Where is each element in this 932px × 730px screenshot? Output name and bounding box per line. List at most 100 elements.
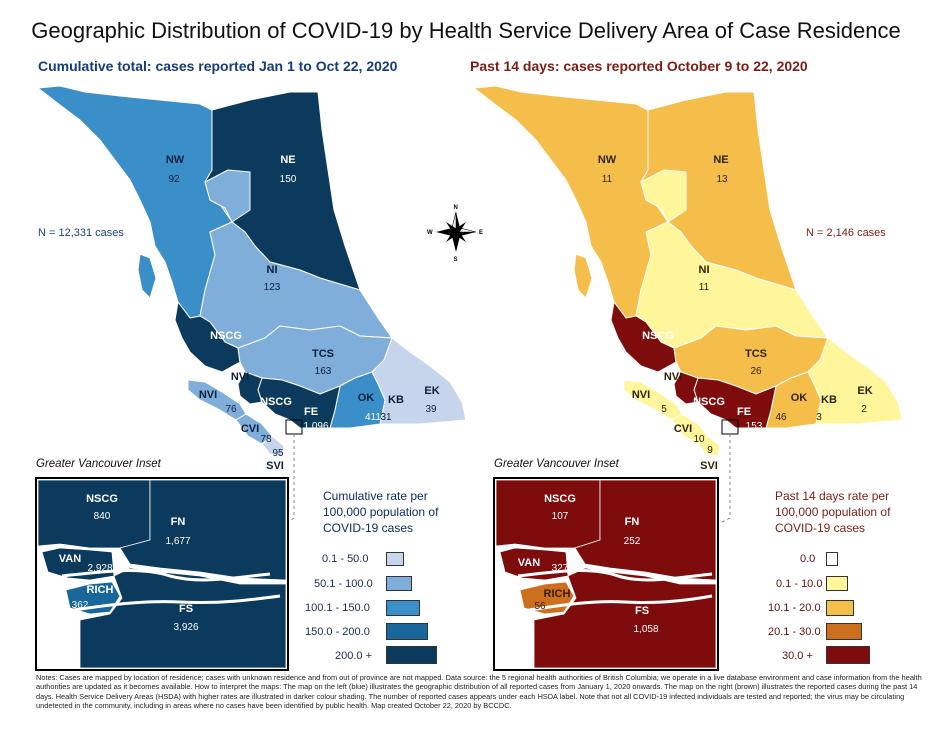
recent-map-subtitle: Past 14 days: cases reported October 9 t… — [470, 58, 808, 74]
region-nscg-south[interactable] — [237, 371, 263, 405]
label-ne-r: NE — [713, 154, 728, 166]
cumulative-legend-title: Cumulative rate per 100,000 population o… — [323, 489, 439, 535]
label-tcs-r: TCS — [745, 348, 767, 360]
recent-legend-title: Past 14 days rate per 100,000 population… — [775, 489, 891, 535]
inset-value-fn-left: 1,677 — [165, 536, 190, 547]
region-nscg-south-r[interactable] — [673, 371, 699, 405]
inset-right-nscg[interactable] — [495, 479, 601, 549]
legend-label: 0.1 - 50.0 — [322, 553, 369, 565]
inset-leader-right — [721, 434, 731, 523]
label-kb-r: KB — [821, 394, 837, 406]
label-nw: NW — [166, 154, 185, 166]
region-ni-north-r[interactable] — [640, 169, 687, 223]
label-nscg-r: NSCG — [642, 330, 674, 342]
label-tcs: TCS — [312, 348, 334, 360]
inset-label-van-right: VAN — [518, 557, 540, 569]
label-nvi-main: NVI — [231, 371, 249, 383]
inset-value-van-left: 2,928 — [87, 563, 112, 574]
inset-right-fn[interactable] — [574, 479, 717, 581]
label-ok-r: OK — [791, 392, 808, 404]
value-ne-r: 13 — [716, 174, 728, 185]
legend-label: 10.1 - 20.0 — [768, 602, 821, 614]
value-nw: 92 — [168, 174, 180, 185]
legend-label: 0.1 - 10.0 — [776, 578, 823, 590]
cumulative-inset-map — [35, 477, 289, 671]
value-kb-r: 3 — [816, 412, 822, 423]
legend-swatch — [826, 576, 848, 591]
inset-label-fn-right: FN — [625, 516, 640, 528]
inset-value-fs-right: 1,058 — [633, 624, 658, 635]
label-nw-r: NW — [598, 154, 617, 166]
recent-inset-map — [493, 477, 719, 671]
legend-label: 20.1 - 30.0 — [768, 626, 821, 638]
region-nw[interactable] — [37, 85, 233, 319]
label-cvi-r: CVI — [674, 423, 692, 435]
label-nvi: NVI — [199, 389, 217, 401]
label-ok: OK — [358, 392, 375, 404]
label-nvi-r: NVI — [632, 389, 650, 401]
value-ok-r: 46 — [775, 412, 787, 423]
value-nvi-r: 5 — [661, 404, 667, 415]
legend-label: 100.1 - 150.0 — [305, 602, 370, 614]
inset-label-rich-right: RICH — [544, 588, 571, 600]
label-cvi: CVI — [241, 423, 259, 435]
legend-swatch — [386, 600, 420, 616]
label-fe: FE — [304, 406, 318, 418]
legend-label: 0.0 — [800, 553, 816, 565]
inset-value-nscg-left: 840 — [94, 511, 111, 522]
inset-left-river-2 — [59, 594, 281, 614]
legend-swatch — [386, 576, 412, 591]
label-nscg: NSCG — [210, 330, 242, 342]
label-ni: NI — [267, 264, 278, 276]
label-fe-r: FE — [737, 406, 751, 418]
value-ek: 39 — [425, 404, 437, 415]
haida-gwaii-right[interactable] — [573, 253, 593, 299]
cumulative-inset-labels: NSCG 840 FN 1,677 VAN 2,928 RICH 362 FS … — [59, 493, 199, 633]
label-nvi-main-r: NVI — [664, 371, 682, 383]
inset-left-river — [61, 569, 271, 582]
recent-case-total: N = 2,146 cases — [806, 227, 886, 239]
cumulative-map-labels: NW 92 NE 150 NI 123 NSCG TCS 163 NVI NVI… — [166, 154, 440, 472]
region-nw-r[interactable] — [473, 85, 669, 319]
inset-value-rich-left: 362 — [72, 600, 89, 611]
value-svi-r: 9 — [707, 445, 713, 456]
value-ni-r: 11 — [699, 282, 710, 293]
region-ni-north[interactable] — [204, 169, 251, 223]
value-ne: 150 — [280, 174, 297, 185]
page-title: Geographic Distribution of COVID-19 by H… — [31, 18, 901, 43]
compass-e: E — [479, 230, 483, 236]
inset-value-fs-left: 3,926 — [173, 622, 198, 633]
label-ek-r: EK — [857, 385, 872, 397]
inset-value-nscg-right: 107 — [552, 511, 569, 522]
legend-swatch — [826, 552, 838, 566]
recent-map — [473, 85, 903, 457]
footnote: Notes: Cases are mapped by location of r… — [36, 673, 922, 711]
value-nvi: 76 — [225, 404, 237, 415]
region-svi[interactable] — [261, 435, 285, 457]
value-cvi: 78 — [260, 434, 272, 445]
haida-gwaii-left[interactable] — [137, 253, 157, 299]
inset-left-fn[interactable] — [119, 479, 287, 581]
label-kb: KB — [388, 394, 404, 406]
inset-value-fn-right: 252 — [624, 536, 641, 547]
label-svi-r: SVI — [700, 460, 718, 472]
inset-label-fs-right: FS — [635, 605, 649, 617]
legend-swatch — [826, 623, 862, 640]
value-ek-r: 2 — [861, 404, 867, 415]
inset-label-nscg-left: NSCG — [86, 493, 118, 505]
cumulative-map-subtitle: Cumulative total: cases reported Jan 1 t… — [38, 58, 398, 74]
value-fe: 1,096 — [303, 421, 328, 432]
inset-label-fs-left: FS — [179, 603, 193, 615]
label-svi: SVI — [266, 460, 284, 472]
cumulative-inset-title: Greater Vancouver Inset — [36, 458, 161, 470]
recent-inset-title: Greater Vancouver Inset — [494, 458, 619, 470]
value-ok: 411 — [365, 412, 381, 423]
label-ni-r: NI — [699, 264, 710, 276]
label-ne: NE — [280, 154, 295, 166]
value-tcs: 163 — [315, 366, 332, 377]
region-svi-r[interactable] — [697, 435, 721, 457]
legend-label: 30.0 + — [782, 650, 813, 662]
legend-swatch — [826, 600, 854, 616]
inset-value-rich-right: 56 — [534, 601, 546, 612]
inset-label-nscg-right: NSCG — [544, 493, 576, 505]
